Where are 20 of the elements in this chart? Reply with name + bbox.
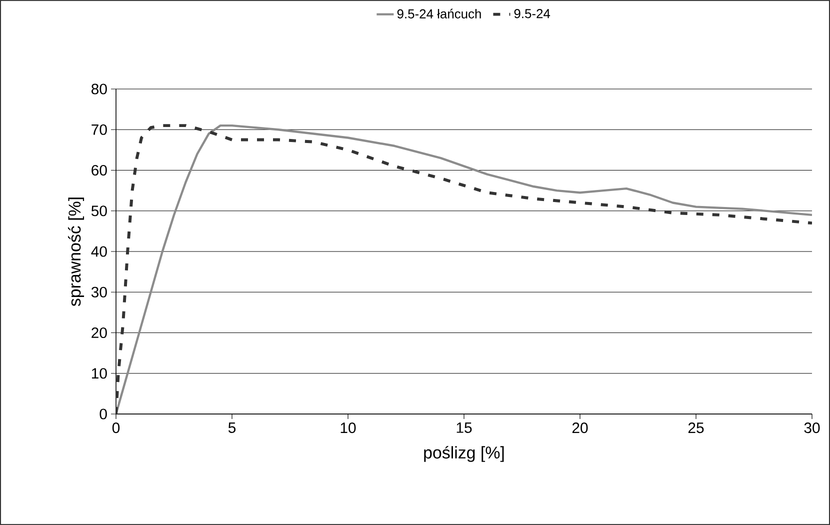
y-tick-label: 0: [100, 408, 107, 420]
x-axis-title: poślizg [%]: [424, 446, 504, 462]
x-tick-label: 20: [572, 422, 588, 434]
x-tick-label: 30: [804, 422, 820, 434]
x-tick-label: 0: [112, 422, 120, 434]
x-tick-label: 10: [340, 422, 356, 434]
y-axis-title: sprawność [%]: [68, 198, 84, 306]
legend-label: 9.5-24 łańcuch: [397, 8, 481, 18]
legend-label: 9.5-24: [514, 9, 550, 18]
y-tick-label: 70: [92, 124, 107, 135]
y-tick-label: 50: [91, 206, 107, 216]
y-tick-label: 20: [92, 327, 107, 338]
y-tick-label: 10: [92, 368, 107, 379]
y-tick-label: 80: [92, 84, 107, 94]
y-tick-label: 60: [92, 164, 107, 176]
y-tick-label: 30: [91, 286, 107, 298]
x-tick-label: 15: [456, 422, 472, 433]
y-tick-label: 40: [91, 246, 107, 257]
x-tick-label: 25: [688, 422, 704, 434]
x-tick-label: 5: [228, 422, 236, 433]
